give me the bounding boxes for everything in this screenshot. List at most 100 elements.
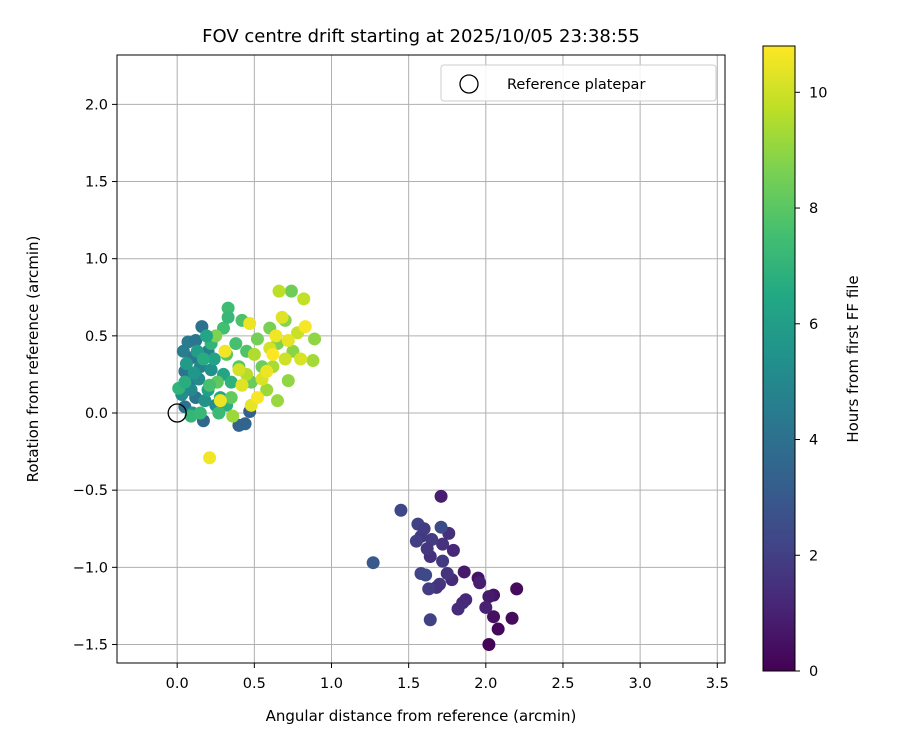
legend-label: Reference platepar — [507, 77, 645, 93]
colorbar-tick-label: 8 — [809, 201, 818, 217]
x-tick-label: 0.0 — [166, 676, 189, 692]
x-tick-label: 3.5 — [706, 676, 729, 692]
y-tick-label: 0.0 — [85, 406, 108, 422]
colorbar-tick-label: 0 — [809, 664, 818, 680]
data-point — [204, 363, 218, 377]
plot-frame — [116, 54, 726, 664]
data-point — [284, 284, 298, 298]
data-point — [229, 337, 243, 351]
data-point — [420, 542, 434, 556]
data-point — [207, 352, 221, 366]
data-point — [298, 320, 312, 334]
data-point — [238, 417, 252, 431]
x-tick-label: 1.5 — [397, 676, 420, 692]
data-point — [213, 394, 227, 408]
data-point — [505, 611, 519, 625]
y-axis-ticks: −1.5 −1.0 −0.5 0.0 0.5 1.0 1.5 2.0 — [73, 97, 117, 653]
x-axis-ticks: 0.0 0.5 1.0 1.5 2.0 2.5 3.0 3.5 — [166, 663, 729, 692]
y-tick-label: −1.5 — [73, 637, 108, 653]
x-axis-title: Angular distance from reference (arcmin) — [266, 707, 577, 725]
data-point — [243, 317, 257, 331]
data-point — [297, 292, 311, 306]
data-point — [409, 534, 423, 548]
data-point — [247, 347, 261, 361]
colorbar-tick-label: 4 — [809, 433, 818, 449]
reference-platepar-marker — [167, 403, 187, 423]
data-point — [270, 394, 284, 408]
data-point — [272, 284, 286, 298]
data-point — [209, 329, 223, 343]
chart-title: FOV centre drift starting at 2025/10/05 … — [202, 26, 640, 47]
x-tick-label: 0.5 — [243, 676, 266, 692]
colorbar — [762, 45, 796, 672]
data-point — [198, 394, 212, 408]
y-axis-title: Rotation from reference (arcmin) — [24, 236, 42, 483]
data-point — [224, 375, 238, 389]
data-point — [423, 613, 437, 627]
data-point — [278, 352, 292, 366]
data-point — [366, 556, 380, 570]
data-point — [451, 602, 465, 616]
y-tick-label: 2.0 — [85, 97, 108, 113]
colorbar-tick-label: 10 — [809, 85, 827, 101]
data-point — [235, 378, 249, 392]
data-point — [266, 347, 280, 361]
data-point — [440, 566, 454, 580]
data-point — [193, 406, 207, 420]
colorbar-tick-label: 6 — [809, 317, 818, 333]
data-point — [482, 637, 496, 651]
legend-marker-icon — [459, 74, 479, 94]
data-point — [226, 409, 240, 423]
x-tick-label: 2.5 — [551, 676, 574, 692]
y-tick-label: 1.0 — [85, 252, 108, 268]
data-point — [218, 344, 232, 358]
data-point — [224, 391, 238, 405]
x-tick-label: 2.0 — [474, 676, 497, 692]
data-point — [260, 364, 274, 378]
data-point — [200, 329, 214, 343]
data-point — [487, 610, 501, 624]
data-point — [196, 352, 210, 366]
data-point — [281, 333, 295, 347]
data-point — [294, 352, 308, 366]
data-point — [189, 333, 203, 347]
data-point — [419, 568, 433, 582]
y-tick-label: 0.5 — [85, 329, 108, 345]
data-point — [250, 391, 264, 405]
data-point — [491, 622, 505, 636]
data-point — [473, 576, 487, 590]
data-point — [275, 310, 289, 324]
data-point — [250, 332, 264, 346]
data-point — [482, 590, 496, 604]
data-point — [306, 354, 320, 368]
data-point — [260, 383, 274, 397]
data-point — [221, 301, 235, 315]
data-point — [281, 374, 295, 388]
data-point — [269, 329, 283, 343]
legend: Reference platepar — [440, 64, 717, 102]
y-tick-label: −0.5 — [73, 483, 108, 499]
data-point — [203, 451, 217, 465]
data-point — [417, 522, 431, 536]
x-tick-label: 1.0 — [320, 676, 343, 692]
legend-box — [440, 64, 717, 102]
data-point — [457, 565, 471, 579]
data-point — [434, 489, 448, 503]
colorbar-ticks: 0 2 4 6 8 10 — [795, 85, 827, 680]
data-point — [212, 406, 226, 420]
data-point — [394, 503, 408, 517]
data-point — [179, 357, 193, 371]
data-point — [510, 582, 524, 596]
data-point — [436, 537, 450, 551]
data-point — [479, 600, 493, 614]
data-point — [221, 310, 235, 324]
data-point — [436, 554, 450, 568]
data-point — [232, 363, 246, 377]
data-points — [172, 284, 524, 651]
x-tick-label: 3.0 — [629, 676, 652, 692]
y-tick-label: −1.0 — [73, 560, 108, 576]
data-point — [178, 375, 192, 389]
data-point — [446, 543, 460, 557]
data-point — [187, 366, 201, 380]
colorbar-label: Hours from first FF file — [844, 275, 862, 442]
